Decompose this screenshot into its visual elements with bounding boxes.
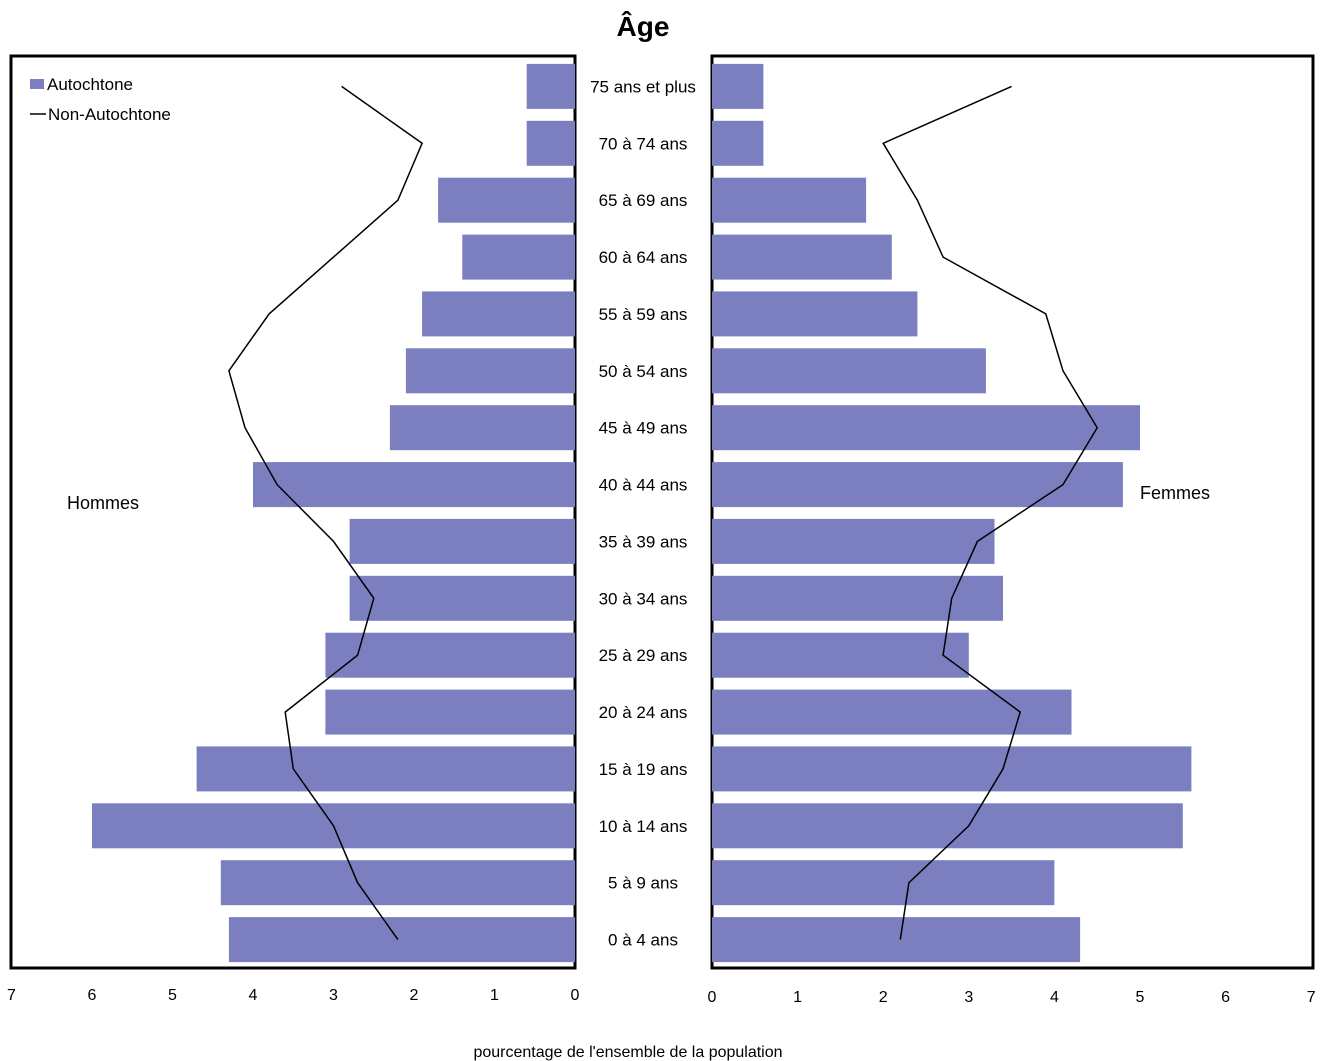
bar-hommes-0-4-ans (228, 917, 575, 963)
bar-femmes-65-69-ans (712, 177, 867, 223)
bar-hommes-35-39-ans (349, 518, 575, 564)
line-non-autochtone-hommes (228, 85, 424, 941)
bar-hommes-65-69-ans (438, 177, 575, 223)
left-tick-3: 3 (329, 987, 338, 1004)
bar-femmes-55-59-ans (712, 291, 918, 337)
bar-hommes-70-74-ans (526, 120, 575, 166)
bar-hommes-15-19-ans (196, 746, 575, 792)
right-panel: Femmes 0 1 2 3 4 5 6 7 (708, 54, 1316, 1006)
age-category-labels: 0 à 4 ans 5 à 9 ans 10 à 14 ans 15 à 19 ans… (590, 77, 696, 949)
bar-femmes-75-ans-et-plus (712, 63, 764, 109)
left-tick-5: 5 (168, 987, 177, 1004)
left-line-group (228, 85, 424, 941)
legend-label-autochtone: Autochtone (47, 75, 133, 94)
legend-swatch-autochtone (30, 79, 44, 89)
chart-title: Âge (617, 11, 670, 42)
right-tick-6: 6 (1221, 989, 1230, 1006)
legend-label-non-autochtone: Non-Autochtone (48, 105, 171, 124)
bar-femmes-70-74-ans (712, 120, 764, 166)
bar-hommes-45-49-ans (389, 405, 575, 451)
bar-hommes-5-9-ans (220, 860, 576, 906)
legend: Autochtone Non-Autochtone (30, 75, 171, 124)
age-label-5-9-ans: 5 à 9 ans (608, 874, 678, 893)
age-label-0-4-ans: 0 à 4 ans (608, 931, 678, 950)
age-label-20-24-ans: 20 à 24 ans (599, 703, 688, 722)
left-tick-0: 0 (571, 987, 580, 1004)
bar-femmes-20-24-ans (712, 689, 1072, 735)
right-x-ticks: 0 1 2 3 4 5 6 7 (708, 989, 1316, 1006)
bar-hommes-55-59-ans (422, 291, 575, 337)
left-x-ticks: 7 6 5 4 3 2 1 0 (7, 987, 580, 1004)
age-label-15-19-ans: 15 à 19 ans (599, 760, 688, 779)
age-label-25-29-ans: 25 à 29 ans (599, 646, 688, 665)
right-tick-7: 7 (1307, 989, 1316, 1006)
left-tick-7: 7 (7, 987, 16, 1004)
bar-hommes-30-34-ans (349, 575, 575, 621)
left-panel: Hommes 7 6 5 4 3 2 1 0 (7, 54, 580, 1004)
bar-hommes-60-64-ans (462, 234, 575, 280)
bar-femmes-30-34-ans (712, 575, 1003, 621)
age-label-75-ans-et-plus: 75 ans et plus (590, 77, 696, 96)
bar-hommes-75-ans-et-plus (526, 63, 575, 109)
bar-hommes-40-44-ans (253, 462, 575, 508)
bar-femmes-10-14-ans (712, 803, 1183, 849)
bar-femmes-60-64-ans (712, 234, 892, 280)
bar-femmes-50-54-ans (712, 348, 986, 394)
right-tick-4: 4 (1050, 989, 1059, 1006)
bar-hommes-25-29-ans (325, 632, 575, 678)
age-label-10-14-ans: 10 à 14 ans (599, 817, 688, 836)
left-panel-label: Hommes (67, 493, 139, 513)
right-bars (712, 63, 1192, 963)
right-tick-5: 5 (1136, 989, 1145, 1006)
bar-hommes-50-54-ans (405, 348, 575, 394)
left-tick-2: 2 (410, 987, 419, 1004)
bar-femmes-40-44-ans (712, 462, 1123, 508)
age-label-30-34-ans: 30 à 34 ans (599, 589, 688, 608)
left-bars (92, 63, 576, 963)
age-label-55-59-ans: 55 à 59 ans (599, 305, 688, 324)
right-tick-1: 1 (793, 989, 802, 1006)
bar-femmes-25-29-ans (712, 632, 969, 678)
bar-femmes-35-39-ans (712, 518, 995, 564)
age-label-60-64-ans: 60 à 64 ans (599, 248, 688, 267)
age-label-70-74-ans: 70 à 74 ans (599, 134, 688, 153)
age-label-35-39-ans: 35 à 39 ans (599, 532, 688, 551)
bar-femmes-0-4-ans (712, 917, 1081, 963)
right-tick-2: 2 (879, 989, 888, 1006)
age-label-50-54-ans: 50 à 54 ans (599, 362, 688, 381)
age-label-65-69-ans: 65 à 69 ans (599, 191, 688, 210)
line-non-autochtone-femmes (882, 85, 1099, 940)
left-tick-1: 1 (490, 987, 499, 1004)
bar-hommes-20-24-ans (325, 689, 575, 735)
age-label-45-49-ans: 45 à 49 ans (599, 419, 688, 438)
right-tick-0: 0 (708, 989, 717, 1006)
bar-femmes-45-49-ans (712, 405, 1140, 451)
left-tick-4: 4 (249, 987, 258, 1004)
age-label-40-44-ans: 40 à 44 ans (599, 476, 688, 495)
left-tick-6: 6 (88, 987, 97, 1004)
bar-femmes-15-19-ans (712, 746, 1192, 792)
right-line-group (882, 85, 1099, 940)
right-tick-3: 3 (964, 989, 973, 1006)
right-panel-label: Femmes (1140, 483, 1210, 503)
bar-femmes-5-9-ans (712, 860, 1055, 906)
x-axis-title: pourcentage de l'ensemble de la populati… (473, 1044, 782, 1061)
